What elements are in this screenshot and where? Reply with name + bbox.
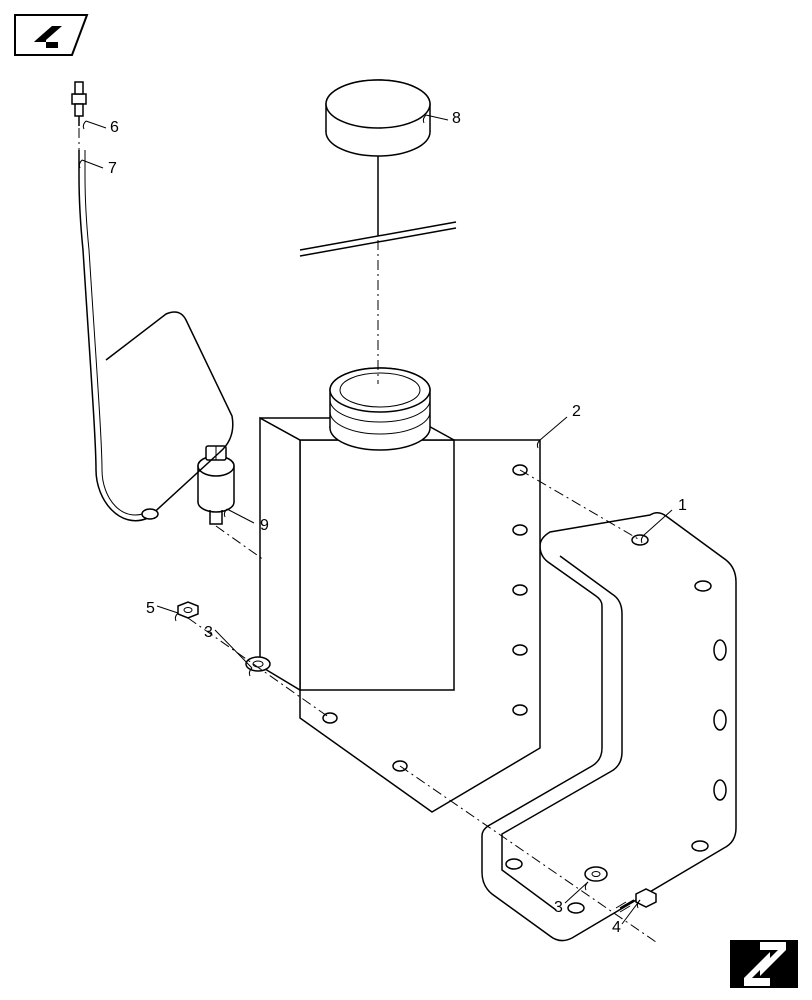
callout-label-2: 2 xyxy=(572,403,581,420)
callout-leader xyxy=(157,606,178,613)
next-page-icon[interactable] xyxy=(730,940,798,988)
callout-label-7: 7 xyxy=(108,160,117,177)
prev-page-icon[interactable] xyxy=(15,15,87,55)
hose-connector xyxy=(72,82,86,126)
callout-label-4: 4 xyxy=(612,919,621,936)
callout-leader xyxy=(540,417,567,440)
callout-leader xyxy=(227,509,254,523)
tank-assembly xyxy=(260,368,540,812)
fastener-left xyxy=(178,602,270,671)
callout-label-9: 9 xyxy=(260,517,269,534)
callout-label-3a: 3 xyxy=(204,624,213,641)
callout-label-6: 6 xyxy=(110,119,119,136)
callout-leader xyxy=(86,121,106,128)
callout-label-1: 1 xyxy=(678,497,687,514)
callout-label-3b: 3 xyxy=(554,899,563,916)
diagram-canvas: 1 2 3 3 4 5 6 7 8 9 xyxy=(0,0,812,1000)
washer-pump xyxy=(198,446,234,524)
callout-leader xyxy=(215,630,252,668)
callout-label-5: 5 xyxy=(146,600,155,617)
callout-label-8: 8 xyxy=(452,110,461,127)
